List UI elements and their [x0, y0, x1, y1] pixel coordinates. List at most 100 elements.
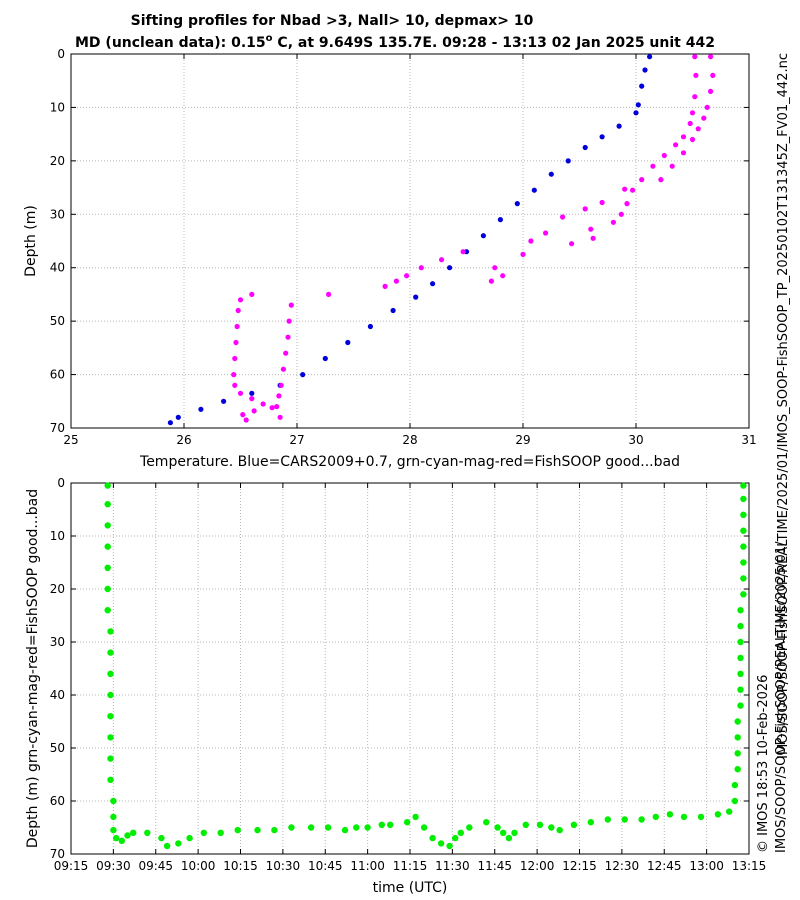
x-tick-label: 11:00: [350, 859, 385, 873]
data-point: [107, 670, 114, 677]
x-tick-label: 09:15: [54, 859, 89, 873]
data-point: [232, 382, 238, 388]
data-point: [231, 372, 237, 378]
data-point: [104, 607, 111, 614]
data-point: [570, 821, 578, 828]
data-point: [447, 265, 453, 271]
data-point: [737, 702, 744, 709]
data-point: [285, 334, 291, 340]
x-axis-label: Temperature. Blue=CARS2009+0.7, grn-cyan…: [139, 454, 680, 470]
data-point: [404, 819, 411, 826]
data-point: [466, 824, 473, 831]
y-tick-label: 50: [50, 314, 65, 328]
data-point: [697, 813, 705, 821]
data-point: [107, 713, 114, 720]
x-tick-label: 28: [402, 433, 417, 447]
data-point: [734, 750, 741, 757]
data-point: [483, 819, 490, 826]
y-axis-label: Depth (m): [23, 205, 39, 277]
x-tick-label: 12:00: [520, 859, 555, 873]
data-point: [701, 115, 707, 121]
data-point: [639, 83, 645, 89]
data-point: [680, 813, 688, 821]
x-tick-label: 10:15: [223, 859, 258, 873]
data-point: [599, 134, 605, 140]
data-point: [446, 842, 453, 850]
data-point: [630, 187, 636, 193]
data-point: [543, 230, 549, 236]
data-point: [437, 840, 445, 847]
source-file-name: IMOS_SOOP-FishSOOP_TP_20250102T131345Z_F…: [776, 53, 791, 447]
x-tick-label: 10:00: [181, 859, 216, 873]
data-point: [158, 834, 165, 842]
data-point: [163, 842, 171, 850]
data-point: [497, 217, 503, 223]
data-point: [104, 564, 111, 571]
data-point: [639, 177, 645, 183]
data-point: [118, 837, 126, 844]
data-point: [235, 307, 241, 314]
data-point: [480, 233, 486, 239]
data-point: [221, 398, 227, 404]
data-point: [582, 144, 588, 151]
data-point: [740, 559, 747, 566]
data-point: [387, 821, 394, 828]
data-point: [740, 527, 747, 534]
data-point: [692, 54, 698, 60]
data-point: [271, 826, 278, 834]
data-point: [457, 829, 464, 836]
x-tick-label: 27: [289, 433, 304, 447]
data-point: [107, 691, 114, 699]
y-tick-label: 40: [50, 261, 65, 275]
data-point: [618, 211, 624, 217]
y-tick-label: 30: [50, 635, 65, 649]
y-tick-label: 40: [50, 688, 65, 702]
data-point: [680, 134, 687, 140]
x-tick-label: 26: [176, 433, 191, 447]
data-point: [624, 201, 630, 207]
data-point: [243, 417, 249, 423]
data-point: [669, 163, 675, 169]
data-point: [638, 816, 645, 823]
data-point: [734, 734, 741, 741]
data-point: [492, 265, 498, 271]
title-line-2-end: C, at 9.649S 135.7E. 09:28 - 13:13 02 Ja…: [273, 35, 715, 51]
data-point: [404, 273, 410, 279]
data-point: [590, 235, 596, 241]
data-point: [288, 302, 294, 308]
data-point: [687, 120, 693, 127]
data-point: [288, 824, 295, 831]
data-point: [737, 654, 744, 662]
data-point: [412, 813, 419, 821]
y-tick-label: 50: [50, 741, 65, 755]
x-tick-label: 13:15: [732, 859, 767, 873]
plot-frame: [70, 53, 750, 429]
data-point: [364, 824, 371, 831]
x-tick-label: 11:30: [435, 859, 470, 873]
title-line-1: Sifting profiles for Nbad >3, Nall> 10, …: [131, 13, 534, 29]
data-point: [505, 834, 513, 842]
y-tick-label: 30: [50, 207, 65, 221]
data-point: [737, 686, 744, 693]
data-point: [520, 251, 526, 257]
data-point: [104, 482, 111, 489]
stamp-path: IMOS/SOOP/SOOP-FishSOOP/REALTIME/2025/01…: [774, 541, 789, 853]
data-point: [652, 813, 659, 821]
data-point: [260, 401, 266, 407]
data-point: [276, 393, 282, 399]
data-point: [740, 575, 747, 582]
data-point: [633, 110, 639, 116]
x-tick-label: 13:00: [689, 859, 724, 873]
title-line-2: MD (unclean data): 0.15o C, at 9.649S 13…: [75, 33, 715, 51]
plot-frame: [70, 482, 750, 855]
data-point: [731, 781, 739, 789]
data-point: [353, 824, 360, 831]
data-point: [274, 404, 280, 410]
data-point: [536, 821, 544, 828]
data-point: [130, 829, 137, 836]
x-tick-label: 11:15: [393, 859, 428, 873]
data-point: [666, 811, 674, 818]
data-point: [511, 829, 518, 836]
data-point: [588, 226, 594, 232]
data-point: [107, 628, 114, 635]
